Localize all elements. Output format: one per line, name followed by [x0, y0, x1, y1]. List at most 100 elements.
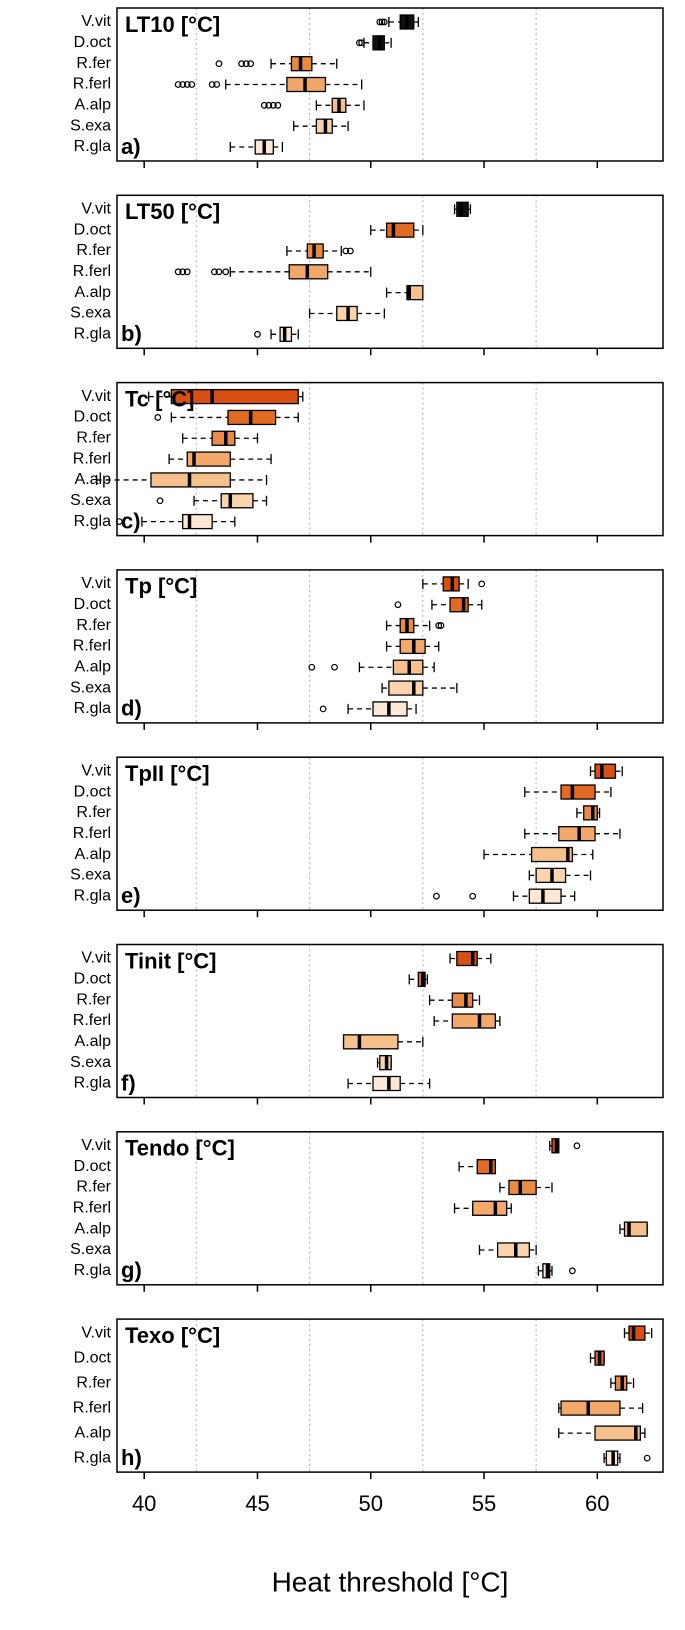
panel-title: Tinit [°C] [125, 948, 216, 973]
category-label: R.gla [74, 1262, 111, 1279]
category-label: R.ferl [73, 1200, 111, 1217]
panel-frame [116, 569, 664, 724]
panel-label: d) [121, 696, 142, 721]
panel-title: Tc [°C] [125, 386, 195, 411]
box [220, 493, 254, 509]
box [558, 826, 596, 842]
panel-label: c) [121, 508, 141, 533]
outlier [376, 18, 384, 26]
outlier [213, 81, 221, 88]
outlier [265, 101, 273, 109]
category-label: V.vit [81, 201, 111, 218]
box [372, 1075, 401, 1092]
panel-frame [116, 943, 664, 1099]
panel-title: Tp [°C] [125, 574, 197, 599]
x-axis-label: Heat threshold [°C] [272, 1566, 509, 1597]
box [496, 1242, 530, 1258]
box [451, 1013, 496, 1029]
panel-title: LT10 [°C] [125, 12, 220, 37]
outlier [331, 663, 338, 671]
category-label: V.vit [81, 1137, 111, 1154]
box [385, 222, 415, 238]
category-label: R.gla [74, 887, 111, 904]
box [170, 388, 299, 405]
category-label: A.alp [75, 471, 112, 488]
box [342, 1034, 399, 1050]
outlier [215, 60, 223, 68]
panel-label: h) [121, 1445, 142, 1470]
category-label: V.vit [81, 388, 111, 405]
category-label: V.vit [81, 762, 111, 779]
category-label: R.fer [76, 242, 111, 259]
category-label: S.exa [70, 679, 111, 696]
category-label: S.exa [70, 305, 111, 322]
outlier [247, 60, 255, 68]
box [583, 805, 598, 821]
outlier [568, 1267, 576, 1275]
outlier [179, 81, 187, 88]
box [449, 597, 469, 613]
box [528, 888, 562, 904]
outlier [115, 518, 123, 525]
category-label: D.oct [74, 221, 112, 238]
category-label: R.gla [74, 1075, 111, 1092]
category-label: A.alp [75, 1033, 112, 1050]
box [560, 1400, 621, 1416]
category-label: S.exa [70, 117, 111, 134]
category-label: R.fer [76, 1374, 111, 1391]
category-label: R.ferl [73, 638, 111, 655]
outlier [435, 622, 443, 629]
category-label: R.gla [74, 138, 111, 155]
outlier [183, 81, 191, 88]
outlier [346, 247, 354, 255]
x-tick-label: 45 [245, 1491, 269, 1516]
outlier [380, 18, 388, 26]
category-label: R.ferl [73, 825, 111, 842]
outlier [478, 580, 486, 588]
outlier [378, 18, 386, 26]
category-label: R.ferl [73, 263, 111, 280]
panel-title: Texo [°C] [125, 1323, 220, 1348]
category-label: D.oct [74, 1158, 112, 1175]
category-label: R.fer [76, 55, 111, 72]
box [451, 992, 474, 1008]
category-label: R.gla [74, 326, 111, 343]
category-label: S.exa [70, 1241, 111, 1258]
panel-frame [116, 1318, 664, 1473]
outlier [188, 81, 196, 88]
outlier [222, 268, 230, 276]
category-label: R.fer [76, 429, 111, 446]
outlier [356, 39, 363, 47]
outlier [179, 268, 187, 276]
outlier [154, 414, 162, 421]
box [472, 1200, 508, 1216]
x-tick-label: 50 [359, 1491, 383, 1516]
outlier [274, 101, 282, 109]
outlier [573, 1142, 581, 1150]
outlier [319, 705, 327, 713]
outlier [433, 892, 440, 900]
box [388, 680, 424, 696]
panel-frame [116, 194, 664, 350]
category-label: R.ferl [73, 76, 111, 93]
outlier [242, 60, 250, 68]
box [186, 451, 231, 467]
panel-frame [116, 7, 664, 162]
box [530, 846, 574, 863]
panel-title: TpII [°C] [125, 761, 210, 786]
category-label: D.oct [74, 409, 112, 426]
box [628, 1325, 646, 1341]
category-label: S.exa [70, 867, 111, 884]
outlier [469, 892, 477, 900]
box [476, 1158, 496, 1175]
category-label: D.oct [74, 596, 112, 613]
panel-frame [116, 756, 664, 911]
outlier [254, 330, 261, 338]
panel-title: LT50 [°C] [125, 199, 220, 224]
category-label: A.alp [75, 284, 112, 301]
category-label: R.gla [74, 513, 111, 530]
x-tick-label: 40 [132, 1491, 156, 1516]
x-tick-label: 60 [585, 1491, 609, 1516]
outlier [174, 268, 182, 276]
category-label: V.vit [81, 950, 111, 967]
